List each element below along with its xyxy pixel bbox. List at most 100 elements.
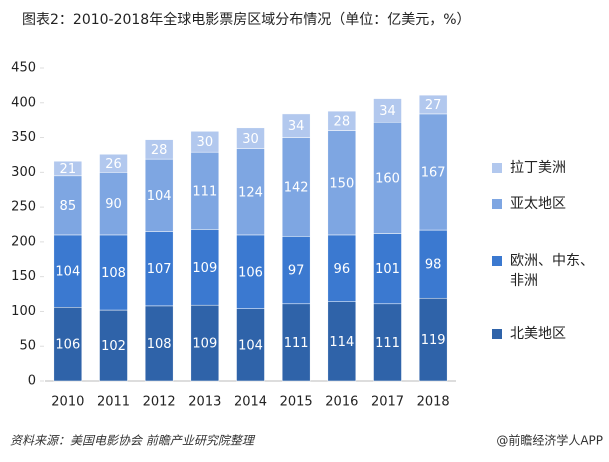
bar-segment bbox=[373, 98, 402, 123]
data-label: 30 bbox=[197, 135, 214, 150]
bar-segment bbox=[418, 297, 448, 382]
data-label: 26 bbox=[105, 157, 122, 172]
data-label: 114 bbox=[329, 335, 354, 350]
data-label: 104 bbox=[55, 265, 80, 280]
data-label: 34 bbox=[288, 119, 305, 134]
x-tick-label: 2011 bbox=[97, 395, 130, 410]
y-tick-label: 0 bbox=[28, 374, 36, 389]
bar-segment bbox=[418, 113, 448, 231]
legend-label: 拉丁美洲 bbox=[510, 160, 566, 176]
data-label: 90 bbox=[105, 197, 122, 212]
data-label: 106 bbox=[55, 338, 80, 353]
bar-segment bbox=[236, 234, 265, 309]
data-label: 21 bbox=[60, 162, 77, 177]
data-label: 104 bbox=[147, 189, 172, 204]
y-tick-label: 350 bbox=[11, 130, 36, 145]
x-tick-label: 2010 bbox=[51, 395, 84, 410]
source: 资料来源：美国电影协会 前瞻产业研究院整理 bbox=[10, 434, 256, 448]
y-tick-label: 100 bbox=[11, 304, 36, 319]
bar-segment bbox=[53, 307, 83, 382]
data-label: 108 bbox=[147, 337, 172, 352]
bar-segment bbox=[327, 234, 357, 302]
data-label: 85 bbox=[60, 199, 77, 214]
bar-segment bbox=[281, 137, 311, 237]
bar-segment bbox=[53, 234, 83, 308]
legend-label: 亚太地区 bbox=[510, 196, 566, 212]
legend-item: 北美地区 bbox=[492, 324, 604, 344]
bar-segment bbox=[373, 303, 402, 382]
bar-segment bbox=[236, 308, 265, 382]
data-label: 27 bbox=[425, 98, 442, 113]
data-label: 111 bbox=[284, 336, 309, 351]
data-label: 111 bbox=[192, 184, 217, 199]
data-label: 167 bbox=[421, 165, 446, 180]
y-tick-label: 200 bbox=[11, 234, 36, 249]
data-label: 150 bbox=[329, 176, 354, 191]
data-label: 109 bbox=[192, 261, 217, 276]
x-tick-label: 2016 bbox=[325, 395, 358, 410]
legend-swatch bbox=[492, 329, 502, 339]
bar-segment bbox=[373, 233, 402, 305]
bar-segment bbox=[99, 309, 128, 382]
legend-item: 欧洲、中东、非洲 bbox=[492, 251, 604, 291]
bar-segment bbox=[53, 160, 83, 177]
bar-segment bbox=[144, 231, 174, 307]
data-label: 96 bbox=[334, 262, 351, 277]
data-label: 101 bbox=[375, 262, 400, 277]
legend-item: 亚太地区 bbox=[492, 194, 604, 214]
legend-label: 北美地区 bbox=[510, 326, 566, 342]
data-label: 98 bbox=[425, 258, 442, 273]
data-label: 104 bbox=[238, 338, 263, 353]
legend-swatch bbox=[492, 163, 502, 173]
bar-segment bbox=[190, 131, 220, 153]
y-tick-label: 250 bbox=[11, 200, 36, 215]
x-tick-label: 2015 bbox=[280, 395, 313, 410]
y-tick-label: 150 bbox=[11, 269, 36, 284]
data-label: 97 bbox=[288, 264, 305, 279]
bar-segment bbox=[327, 301, 357, 382]
bar-segment bbox=[190, 229, 220, 306]
y-tick-label: 450 bbox=[11, 61, 36, 76]
data-label: 106 bbox=[238, 265, 263, 280]
x-tick-label: 2014 bbox=[234, 395, 267, 410]
y-tick-label: 50 bbox=[19, 339, 36, 354]
data-label: 34 bbox=[379, 104, 396, 119]
data-label: 142 bbox=[284, 180, 309, 195]
bar-segment bbox=[99, 234, 128, 311]
bar-segment bbox=[99, 153, 128, 173]
data-label: 102 bbox=[101, 339, 126, 354]
data-label: 107 bbox=[147, 262, 172, 277]
x-tick-label: 2017 bbox=[371, 395, 404, 410]
bar-segment bbox=[99, 172, 128, 236]
x-tick-label: 2013 bbox=[188, 395, 221, 410]
legend-swatch bbox=[492, 199, 502, 209]
legend-swatch bbox=[492, 256, 502, 266]
legend-item: 拉丁美洲 bbox=[492, 158, 604, 178]
bar-segment bbox=[327, 110, 357, 131]
bar-segment bbox=[190, 304, 220, 382]
y-tick-label: 300 bbox=[11, 165, 36, 180]
bar-segment bbox=[236, 127, 265, 149]
data-label: 109 bbox=[192, 337, 217, 352]
bar-segment bbox=[144, 139, 174, 160]
data-label: 28 bbox=[151, 143, 168, 158]
y-tick-label: 400 bbox=[11, 95, 36, 110]
data-label: 124 bbox=[238, 185, 263, 200]
data-label: 108 bbox=[101, 266, 126, 281]
data-label: 30 bbox=[242, 132, 259, 147]
bar-segment bbox=[144, 158, 174, 232]
bar-segment bbox=[373, 122, 402, 234]
credit: @前瞻经济学人APP bbox=[496, 433, 603, 448]
bar-segment bbox=[281, 113, 311, 138]
bar-segment bbox=[190, 151, 220, 230]
bar-segment bbox=[418, 94, 448, 115]
chart-title: 图表2：2010-2018年全球电影票房区域分布情况（单位：亿美元，%） bbox=[22, 11, 471, 28]
data-label: 28 bbox=[334, 114, 351, 129]
data-label: 160 bbox=[375, 171, 400, 186]
bar-segment bbox=[53, 175, 83, 236]
x-tick-label: 2018 bbox=[417, 395, 450, 410]
bar-segment bbox=[281, 236, 311, 305]
legend-label: 欧洲、中东、非洲 bbox=[510, 253, 594, 289]
